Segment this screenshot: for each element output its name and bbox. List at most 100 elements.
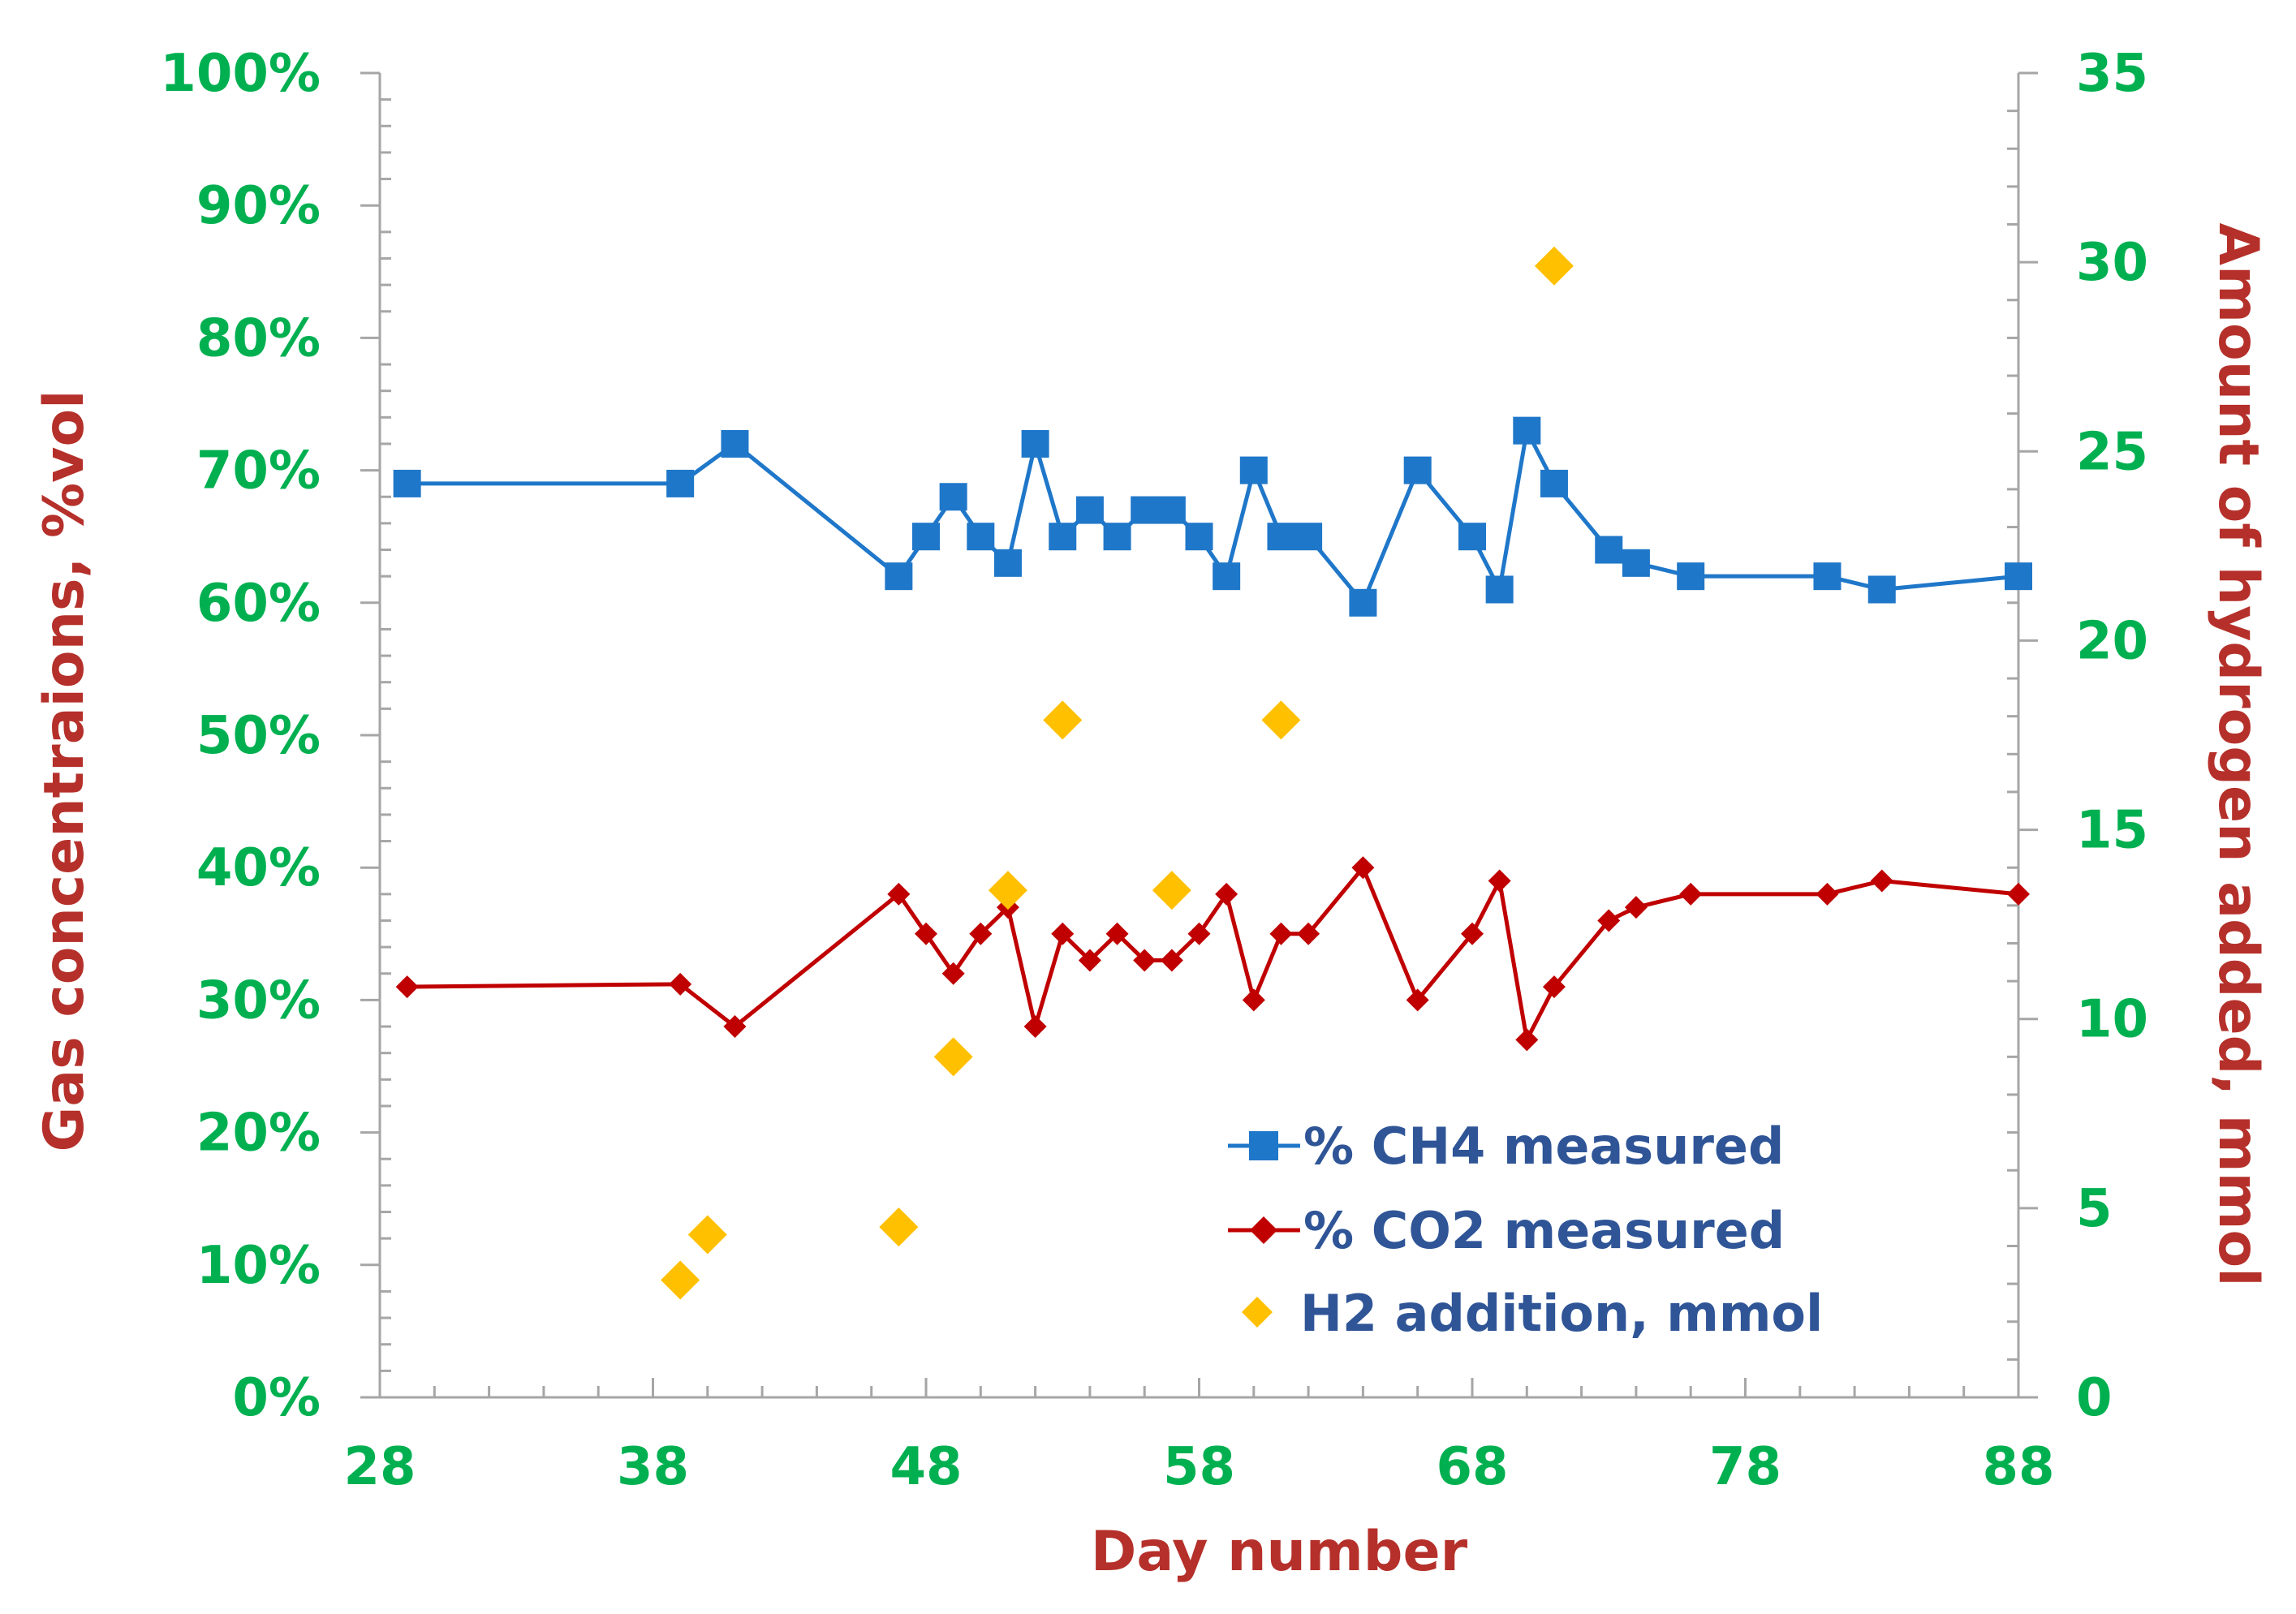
ch4-point <box>2005 562 2032 591</box>
ch4-point <box>666 469 695 497</box>
legend-entry-h2: H2 addition, mmol <box>1242 1284 1823 1343</box>
y2-tick-label: 15 <box>2076 801 2148 861</box>
co2-point <box>1023 1015 1047 1039</box>
co2-point <box>1870 869 1893 893</box>
ch4-point <box>1595 536 1623 564</box>
y2-tick-label: 25 <box>2076 422 2148 482</box>
co2-point <box>1078 949 1101 972</box>
co2-point <box>1187 922 1211 945</box>
co2-point <box>1461 922 1484 945</box>
ch4-point <box>1185 523 1213 551</box>
legend-co2-label: % CO2 measured <box>1303 1201 1785 1260</box>
h2-point <box>1261 700 1301 740</box>
ch4-point <box>1458 523 1486 551</box>
ch4-point <box>1813 562 1842 591</box>
h2-point <box>879 1207 919 1247</box>
y2-tick-label: 20 <box>2076 611 2148 671</box>
ticks: 28 38 48 58 68 78 88 0% 10% 20% 30% 40% 50% 60% 70% 80%… <box>160 44 2148 1497</box>
ch4-point <box>1157 496 1186 524</box>
co2-point <box>887 882 911 906</box>
co2-line <box>407 865 2019 1042</box>
h2-point <box>661 1260 700 1300</box>
ch4-point <box>1349 588 1377 617</box>
ch4-point <box>1239 456 1268 484</box>
ch4-point <box>939 483 967 511</box>
co2-point <box>1542 975 1566 999</box>
co2-point <box>969 922 993 945</box>
x-axis-title: Day number <box>1091 1520 1468 1584</box>
y-tick-label: 50% <box>196 706 321 766</box>
co2-point <box>395 975 419 999</box>
ch4-point <box>1103 523 1131 551</box>
x-tick-label: 48 <box>890 1437 962 1497</box>
co2-point <box>723 1015 747 1039</box>
ch4-point <box>1540 469 1568 497</box>
y-tick-label: 100% <box>160 44 321 104</box>
co2-point <box>1297 922 1320 945</box>
ch4-point <box>1021 429 1049 458</box>
y-tick-label: 10% <box>196 1236 321 1296</box>
co2-point <box>1160 949 1183 972</box>
x-tick-label: 88 <box>1982 1437 2054 1497</box>
ch4-point <box>1131 496 1159 524</box>
y-tick-label: 70% <box>196 441 321 501</box>
y2-tick-label: 0 <box>2076 1368 2113 1428</box>
ch4-point <box>1267 523 1295 551</box>
ch4-point <box>1403 456 1432 484</box>
ch4-point <box>1213 562 1241 591</box>
y-tick-label: 40% <box>196 838 321 898</box>
legend-entry-co2: % CO2 measured <box>1228 1201 1785 1260</box>
co2-point <box>669 972 692 996</box>
h2-point <box>1152 871 1191 910</box>
x-tick-label: 28 <box>343 1437 416 1497</box>
legend-ch4-label: % CH4 measured <box>1303 1117 1784 1176</box>
legend-h2-label: H2 addition, mmol <box>1300 1284 1823 1343</box>
y-axis-title: Gas concentraions, %vol <box>32 390 97 1152</box>
co2-point <box>1406 988 1429 1012</box>
ch4-point <box>912 523 940 551</box>
legend-entry-ch4: % CH4 measured <box>1228 1117 1784 1176</box>
ch4-point <box>885 562 913 591</box>
y-tick-label: 90% <box>196 176 321 236</box>
co2-point <box>1597 909 1621 932</box>
ch4-point <box>1049 523 1077 551</box>
ch4-point <box>1485 575 1514 604</box>
ch4-point <box>967 523 995 551</box>
series-layer <box>393 246 2032 1300</box>
y2-tick-label: 35 <box>2076 44 2148 104</box>
ch4-point <box>721 429 749 458</box>
co2-point <box>1488 869 1511 893</box>
h2-point <box>933 1037 973 1077</box>
legend-ch4-marker <box>1249 1131 1278 1160</box>
y-tick-label: 80% <box>196 308 321 368</box>
co2-point <box>1051 922 1075 945</box>
axes <box>378 73 2020 1399</box>
x-tick-label: 38 <box>617 1437 689 1497</box>
h2-point <box>687 1215 727 1255</box>
x-tick-label: 78 <box>1709 1437 1781 1497</box>
ch4-point <box>1677 562 1705 591</box>
co2-point <box>1215 882 1238 906</box>
h2-point <box>988 871 1027 910</box>
co2-point <box>2007 882 2030 906</box>
co2-point <box>1242 988 1265 1012</box>
h2-point <box>1043 700 1083 740</box>
ch4-point <box>1294 523 1323 551</box>
co2-point <box>1624 896 1648 919</box>
y-tick-label: 0% <box>232 1368 321 1428</box>
co2-point <box>915 922 937 945</box>
ch4-point <box>393 469 421 497</box>
x-tick-label: 58 <box>1163 1437 1235 1497</box>
co2-point <box>1816 882 1839 906</box>
ch4-point <box>1622 549 1650 577</box>
legend-h2-marker <box>1242 1297 1273 1328</box>
co2-point <box>1105 922 1129 945</box>
legend-co2-marker <box>1250 1216 1277 1244</box>
h2-point <box>1534 246 1574 286</box>
ch4-point <box>993 549 1022 577</box>
co2-point <box>1515 1028 1539 1052</box>
y-tick-label: 60% <box>196 574 321 634</box>
y2-tick-label: 10 <box>2076 990 2148 1050</box>
y-tick-label: 30% <box>196 971 321 1031</box>
